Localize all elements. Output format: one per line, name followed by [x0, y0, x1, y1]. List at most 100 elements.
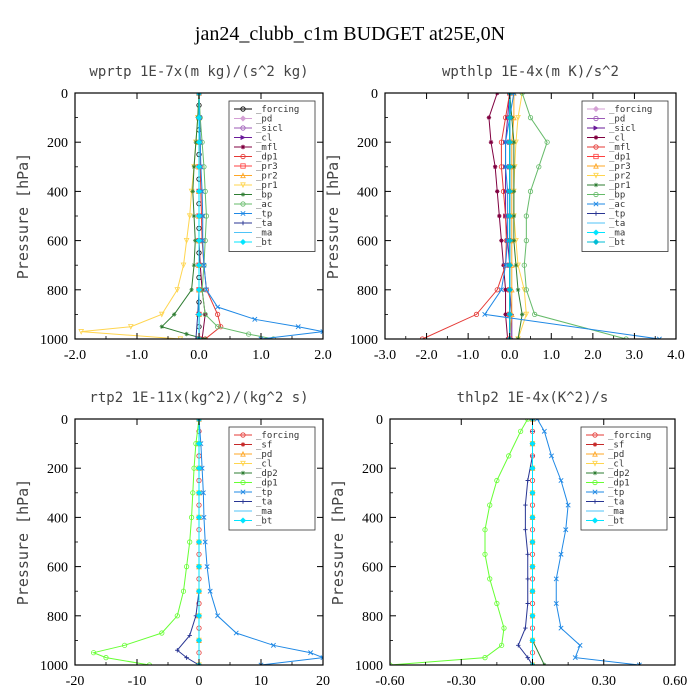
- chart-title: thlp2 1E-4x(K^2)/s: [457, 390, 609, 406]
- legend: _forcing_sf_pd_cl_dp2_dp1_tp_ta_ma_bt: [580, 426, 668, 531]
- y-tick-label: 0: [371, 87, 378, 102]
- data-point: [525, 552, 530, 557]
- data-point: [523, 287, 529, 293]
- legend-entry: _ac: [609, 200, 625, 210]
- data-point: [494, 477, 500, 484]
- data-point: [525, 601, 530, 606]
- legend-swatch-marker: [239, 115, 247, 122]
- data-point: [529, 440, 536, 447]
- y-tick-label: 800: [362, 610, 383, 625]
- legend-entry: _bt: [609, 238, 625, 248]
- legend-swatch-marker: [593, 144, 599, 150]
- data-point: [195, 139, 203, 146]
- y-tick-label: 600: [47, 235, 68, 250]
- data-point: [506, 453, 512, 459]
- data-point: [184, 563, 190, 570]
- legend-entry: _pr3: [256, 162, 278, 172]
- data-point: [174, 287, 181, 293]
- data-point: [320, 655, 323, 661]
- legend-swatch-marker: [240, 450, 246, 457]
- data-point: [78, 329, 85, 335]
- legend-swatch-marker: [240, 220, 246, 226]
- data-point: [523, 527, 528, 532]
- data-point: [180, 262, 187, 269]
- data-point: [506, 311, 513, 318]
- data-point: [191, 164, 197, 169]
- data-point: [258, 662, 264, 665]
- data-point: [563, 527, 569, 533]
- legend-swatch-marker: [239, 517, 247, 524]
- data-point: [122, 642, 128, 648]
- legend-entry: _pr3: [609, 162, 631, 172]
- data-point: [180, 588, 187, 594]
- y-tick-label: 800: [357, 284, 378, 299]
- data-point: [195, 163, 203, 170]
- data-point: [553, 576, 559, 582]
- legend-entry: _mfl: [609, 143, 631, 153]
- data-point: [215, 613, 221, 619]
- legend-entry: _dp2: [256, 469, 278, 479]
- data-point: [191, 263, 197, 268]
- legend-swatch-marker: [240, 163, 246, 169]
- data-point: [506, 237, 513, 244]
- data-point: [500, 188, 507, 194]
- data-point: [565, 502, 571, 508]
- legend-swatch-marker: [592, 229, 600, 236]
- data-point: [482, 655, 488, 661]
- data-point: [494, 287, 500, 293]
- y-tick-label: 800: [47, 610, 68, 625]
- data-point: [515, 115, 521, 121]
- legend-entry: _pd: [256, 450, 272, 460]
- data-point: [202, 539, 208, 545]
- x-tick-label: 0.60: [663, 674, 688, 689]
- series-line-tp: [198, 93, 323, 339]
- data-point: [320, 329, 323, 335]
- y-axis-label: Pressure [hPa]: [14, 153, 32, 279]
- x-tick-label: 0.00: [520, 674, 545, 689]
- data-point: [195, 286, 203, 293]
- legend-entry: _cl: [609, 134, 625, 144]
- data-point: [195, 538, 203, 546]
- data-point: [200, 490, 206, 496]
- legend-swatch-marker: [592, 460, 598, 467]
- y-tick-label: 200: [47, 462, 68, 477]
- y-tick-label: 600: [47, 561, 68, 576]
- data-point: [252, 316, 258, 322]
- data-point: [195, 114, 203, 121]
- series-group: [78, 93, 323, 339]
- data-point: [195, 262, 203, 269]
- data-point: [529, 514, 536, 521]
- data-point: [525, 655, 530, 660]
- y-tick-label: 600: [362, 561, 383, 576]
- data-point: [558, 625, 564, 631]
- chart-panel-2: wpthlp 1E-4x(m K)/s^2 Pressure [hPa] -3.0 -…: [324, 64, 685, 363]
- data-point: [186, 213, 193, 220]
- data-point: [183, 238, 190, 244]
- x-tick-label: 4.0: [667, 348, 685, 363]
- data-point: [572, 655, 578, 661]
- legend-entry: _ta: [608, 498, 624, 508]
- chart-title: wprtp 1E-7x(m kg)/(s^2 kg): [89, 64, 308, 80]
- legend-entry: _pr1: [256, 181, 278, 191]
- legend-entry: _dp1: [256, 479, 278, 489]
- data-point: [525, 478, 530, 483]
- legend-entry: _cl: [256, 134, 272, 144]
- legend-entry: _bt: [256, 517, 272, 527]
- legend-entry: _pr2: [609, 172, 631, 182]
- data-point: [270, 642, 276, 648]
- data-point: [188, 514, 195, 521]
- data-point: [511, 140, 517, 145]
- data-point: [246, 331, 252, 337]
- x-tick-label: -3.0: [374, 348, 396, 363]
- x-tick-label: 3.0: [626, 348, 644, 363]
- data-point: [195, 440, 203, 447]
- legend-entry: _tp: [256, 210, 272, 220]
- data-point: [499, 238, 504, 243]
- data-point: [487, 502, 493, 508]
- legend-swatch-marker: [593, 115, 599, 122]
- y-tick-label: 600: [357, 235, 378, 250]
- legend-entry: _ma: [256, 229, 272, 239]
- x-tick-label: 2.0: [584, 348, 602, 363]
- legend-entry: _dp1: [609, 153, 631, 163]
